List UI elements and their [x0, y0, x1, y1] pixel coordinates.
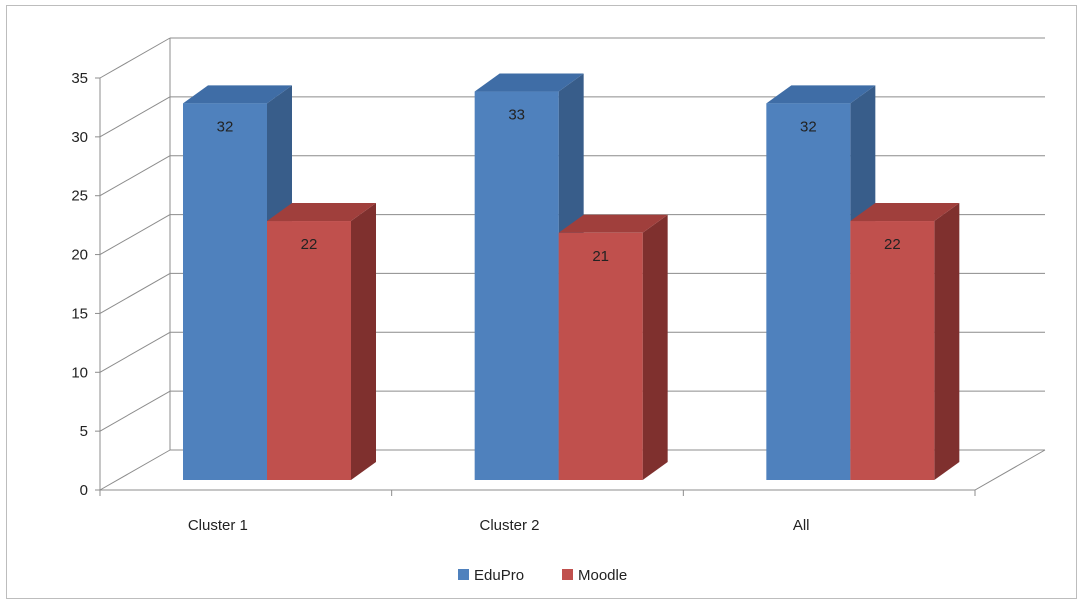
y-tick-label: 15 [71, 305, 88, 322]
y-tick-label: 10 [71, 364, 88, 381]
legend-item-edupro: EduPro [458, 567, 524, 584]
bar-moodle-all: 22 [850, 203, 960, 480]
bar-top [267, 203, 376, 222]
data-label: 32 [800, 118, 817, 135]
y-tick-label: 20 [71, 247, 88, 264]
y-axis-tick-labels: 0 5 10 15 20 25 30 35 [71, 70, 100, 499]
data-label: 21 [592, 248, 609, 265]
bars: 32 22 33 21 32 22 [183, 73, 960, 481]
x-category-label: Cluster 2 [479, 517, 539, 534]
x-category-label: Cluster 1 [188, 517, 248, 534]
bar-front [766, 103, 851, 481]
bar-top [766, 85, 876, 104]
bar-moodle-cluster-2: 21 [558, 214, 668, 481]
bar-top [474, 73, 584, 92]
data-label: 22 [301, 236, 318, 253]
legend-swatch [562, 569, 573, 580]
bar-top [183, 85, 292, 104]
y-tick-label: 30 [71, 129, 88, 146]
bar-top [558, 214, 668, 233]
bar-front [267, 221, 351, 480]
y-tick-label: 35 [71, 70, 88, 87]
x-axis-category-labels: Cluster 1 Cluster 2 All [99, 490, 976, 534]
bar-front [558, 232, 643, 480]
bar-top [850, 203, 960, 222]
bar-side [642, 214, 668, 481]
data-label: 33 [508, 107, 525, 124]
bar-side [934, 203, 960, 480]
legend-swatch [458, 569, 469, 580]
legend-label: Moodle [578, 567, 627, 584]
bar-front [850, 221, 935, 480]
bar-side [351, 203, 376, 480]
y-tick-label: 0 [80, 482, 88, 499]
legend-item-moodle: Moodle [562, 567, 627, 584]
legend: EduPro Moodle [458, 567, 627, 584]
bar-front [183, 103, 267, 481]
legend-label: EduPro [474, 567, 524, 584]
bar-front [474, 91, 559, 481]
data-label: 32 [217, 118, 234, 135]
y-tick-label: 5 [80, 423, 88, 440]
bar-moodle-cluster-1: 22 [267, 203, 376, 480]
x-category-label: All [793, 517, 810, 534]
data-label: 22 [884, 236, 901, 253]
y-tick-label: 25 [71, 188, 88, 205]
